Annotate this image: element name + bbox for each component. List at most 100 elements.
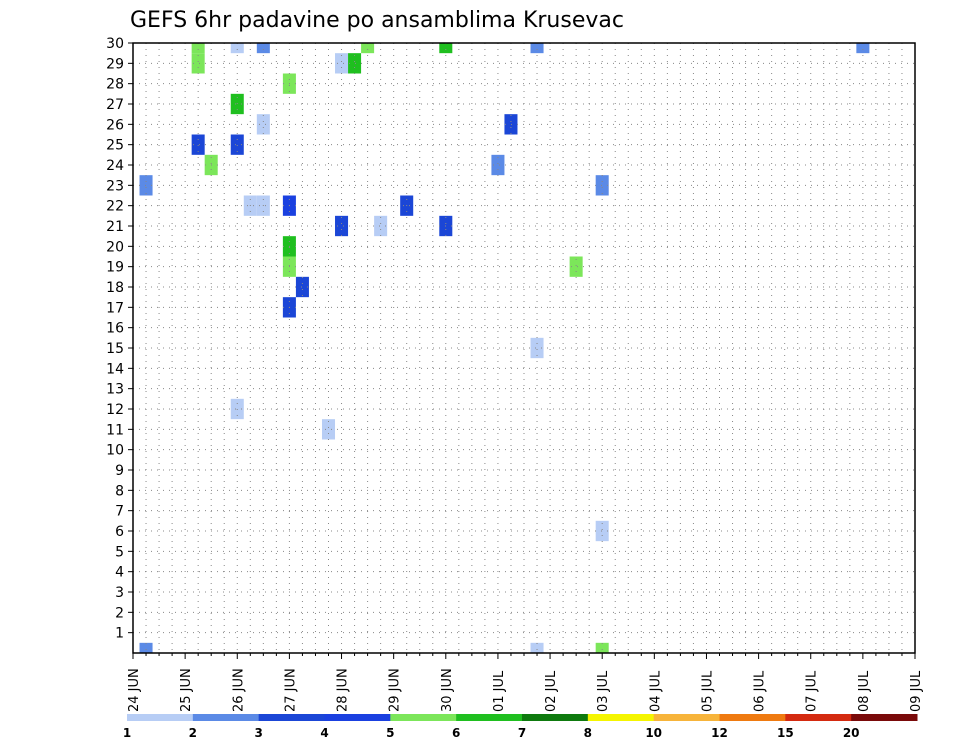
x-tick-label: 26 JUN xyxy=(231,668,246,712)
heatmap-cell xyxy=(595,642,609,653)
y-tick-label: 7 xyxy=(115,504,124,520)
heatmap-cell xyxy=(569,256,583,277)
legend-swatch xyxy=(390,714,457,721)
heatmap-cell xyxy=(348,53,362,74)
y-tick-label: 22 xyxy=(106,199,124,215)
y-tick-label: 15 xyxy=(106,341,124,357)
y-tick-label: 29 xyxy=(106,56,124,72)
x-axis-ticks: 24 JUN 25 JUN 26 JUN 27 JUN 28 JUN 29 JUN 30 J… xyxy=(127,653,924,712)
x-tick-label: 08 JUL xyxy=(857,670,872,712)
legend-label: 2 xyxy=(189,726,197,740)
y-axis-ticks: 1234567891011121314151617181920212223242… xyxy=(106,36,133,642)
y-tick-label: 26 xyxy=(106,117,124,133)
legend-swatch xyxy=(851,714,918,721)
y-tick-label: 8 xyxy=(115,483,124,499)
x-tick-label: 01 JUL xyxy=(492,670,507,712)
y-tick-label: 9 xyxy=(115,463,124,479)
heatmap-cell xyxy=(230,43,244,54)
heatmap-cell xyxy=(374,215,388,237)
legend-label: 5 xyxy=(386,726,394,740)
heatmap-cell xyxy=(139,175,153,196)
y-tick-label: 16 xyxy=(106,321,124,337)
heatmap-cell xyxy=(256,43,270,54)
y-tick-label: 24 xyxy=(106,158,124,174)
y-tick-label: 1 xyxy=(115,626,124,642)
y-tick-label: 11 xyxy=(106,422,124,438)
legend-label: 4 xyxy=(320,726,328,740)
legend-label: 7 xyxy=(518,726,526,740)
x-tick-label: 29 JUN xyxy=(388,668,403,712)
heatmap-cell xyxy=(856,43,870,54)
x-tick-label: 04 JUL xyxy=(648,670,663,712)
legend-label: 15 xyxy=(777,726,794,740)
heatmap-cell xyxy=(230,398,244,420)
y-tick-label: 5 xyxy=(115,544,124,560)
y-tick-label: 19 xyxy=(106,260,124,276)
heatmap-cell xyxy=(439,43,453,54)
y-tick-label: 25 xyxy=(106,138,124,154)
legend-swatch xyxy=(192,714,260,721)
heatmap-cell xyxy=(191,53,205,74)
legend-label: 3 xyxy=(254,726,262,740)
y-tick-label: 17 xyxy=(106,300,124,316)
legend-swatch xyxy=(258,714,325,721)
legend-swatch xyxy=(785,714,852,721)
legend-label: 20 xyxy=(843,726,860,740)
legend-label: 6 xyxy=(452,726,460,740)
heatmap-cell xyxy=(595,520,609,542)
y-tick-label: 28 xyxy=(106,77,124,93)
x-tick-label: 28 JUN xyxy=(336,668,351,712)
legend-swatch xyxy=(522,714,589,721)
y-tick-label: 21 xyxy=(106,219,124,235)
heatmap-cell xyxy=(230,134,244,155)
heatmap-cell xyxy=(335,215,349,237)
y-tick-label: 2 xyxy=(115,605,124,621)
legend-swatch xyxy=(719,714,786,721)
heatmap-cell xyxy=(361,43,375,54)
legend-swatch xyxy=(324,714,391,721)
legend-swatch xyxy=(653,714,720,721)
y-tick-label: 12 xyxy=(106,402,124,418)
heatmap-cell xyxy=(335,53,349,74)
x-tick-label: 25 JUN xyxy=(179,668,194,712)
y-tick-label: 30 xyxy=(106,36,124,52)
grid-lines xyxy=(133,43,915,653)
heatmap-cell xyxy=(491,154,505,176)
x-tick-label: 05 JUL xyxy=(701,670,716,712)
x-tick-label: 09 JUL xyxy=(909,670,924,712)
legend-swatch xyxy=(456,714,523,721)
y-tick-label: 27 xyxy=(106,97,124,113)
y-tick-label: 20 xyxy=(106,239,124,255)
x-tick-label: 24 JUN xyxy=(127,668,142,712)
y-tick-label: 23 xyxy=(106,178,124,194)
legend-label: 12 xyxy=(711,726,728,740)
heatmap-cell xyxy=(530,43,544,54)
x-tick-label: 07 JUL xyxy=(805,670,820,712)
heatmap-cell xyxy=(139,642,153,653)
legend-label: 1 xyxy=(123,726,131,740)
heatmap-cell xyxy=(321,419,336,440)
x-tick-label: 06 JUL xyxy=(753,670,768,712)
heatmap-cell xyxy=(191,134,205,155)
heatmap-cell xyxy=(530,642,544,653)
heatmap-cells xyxy=(139,43,870,653)
y-tick-label: 14 xyxy=(106,361,124,377)
y-tick-label: 3 xyxy=(115,585,124,601)
x-tick-label: 02 JUL xyxy=(544,670,559,712)
chart-title: GEFS 6hr padavine po ansamblima Krusevac xyxy=(130,8,624,33)
heatmap-cell xyxy=(595,175,609,196)
heatmap-cell xyxy=(256,114,270,135)
heatmap-cell xyxy=(191,43,205,54)
legend-label: 10 xyxy=(645,726,662,740)
color-legend: 1 2 3 4 5 6 7 8 10 12 15 20 xyxy=(123,714,918,740)
y-tick-label: 13 xyxy=(106,382,124,398)
heatmap-cell xyxy=(530,337,544,359)
heatmap-cell xyxy=(504,114,518,135)
heatmap-cell xyxy=(295,276,309,298)
legend-swatch xyxy=(127,714,194,721)
legend-label: 8 xyxy=(584,726,592,740)
x-tick-label: 30 JUN xyxy=(440,668,455,712)
x-tick-label: 27 JUN xyxy=(283,668,298,712)
